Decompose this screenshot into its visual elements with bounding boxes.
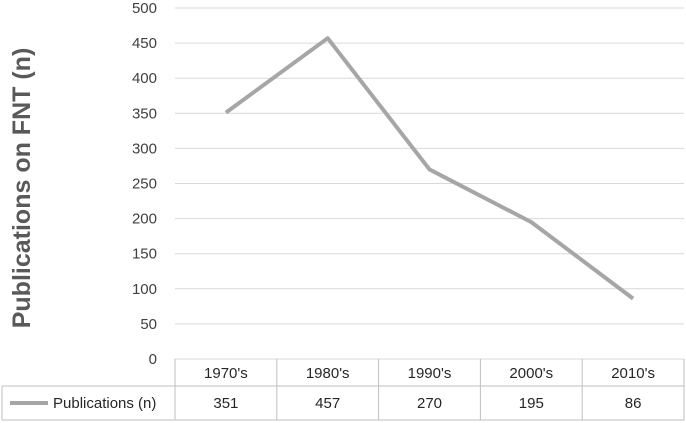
y-tick-label: 150 [132, 246, 157, 263]
data-table-value: 195 [519, 395, 544, 412]
y-tick-label: 50 [140, 316, 157, 333]
y-tick-label: 200 [132, 211, 157, 228]
y-tick-label: 100 [132, 281, 157, 298]
y-tick-label: 400 [132, 70, 157, 87]
x-category-label: 2010's [611, 365, 655, 382]
x-category-label: 1990's [408, 365, 452, 382]
y-tick-label: 250 [132, 176, 157, 193]
y-tick-label: 0 [149, 351, 157, 368]
x-category-label: 1980's [306, 365, 350, 382]
y-tick-label: 450 [132, 35, 157, 52]
y-axis-tick-labels: 0 50 100 150 200 250 300 350 400 450 500 [132, 0, 157, 368]
data-table-value: 270 [417, 395, 442, 412]
y-tick-label: 300 [132, 140, 157, 157]
data-table-value: 457 [315, 395, 340, 412]
x-category-label: 2000's [509, 365, 553, 382]
x-category-label: 1970's [204, 365, 248, 382]
series-line-layer [224, 36, 635, 301]
series-line [224, 36, 635, 301]
y-axis-label: Publications on FNT (n) [8, 48, 36, 329]
y-tick-label: 350 [132, 105, 157, 122]
legend-series-name: Publications (n) [53, 395, 156, 412]
gridlines [175, 7, 684, 360]
data-table-value: 86 [625, 395, 642, 412]
data-table: 1970's 1980's 1990's 2000's 2010's Publicatio… [1, 359, 685, 421]
y-tick-label: 500 [132, 0, 157, 17]
data-table-value: 351 [213, 395, 238, 412]
